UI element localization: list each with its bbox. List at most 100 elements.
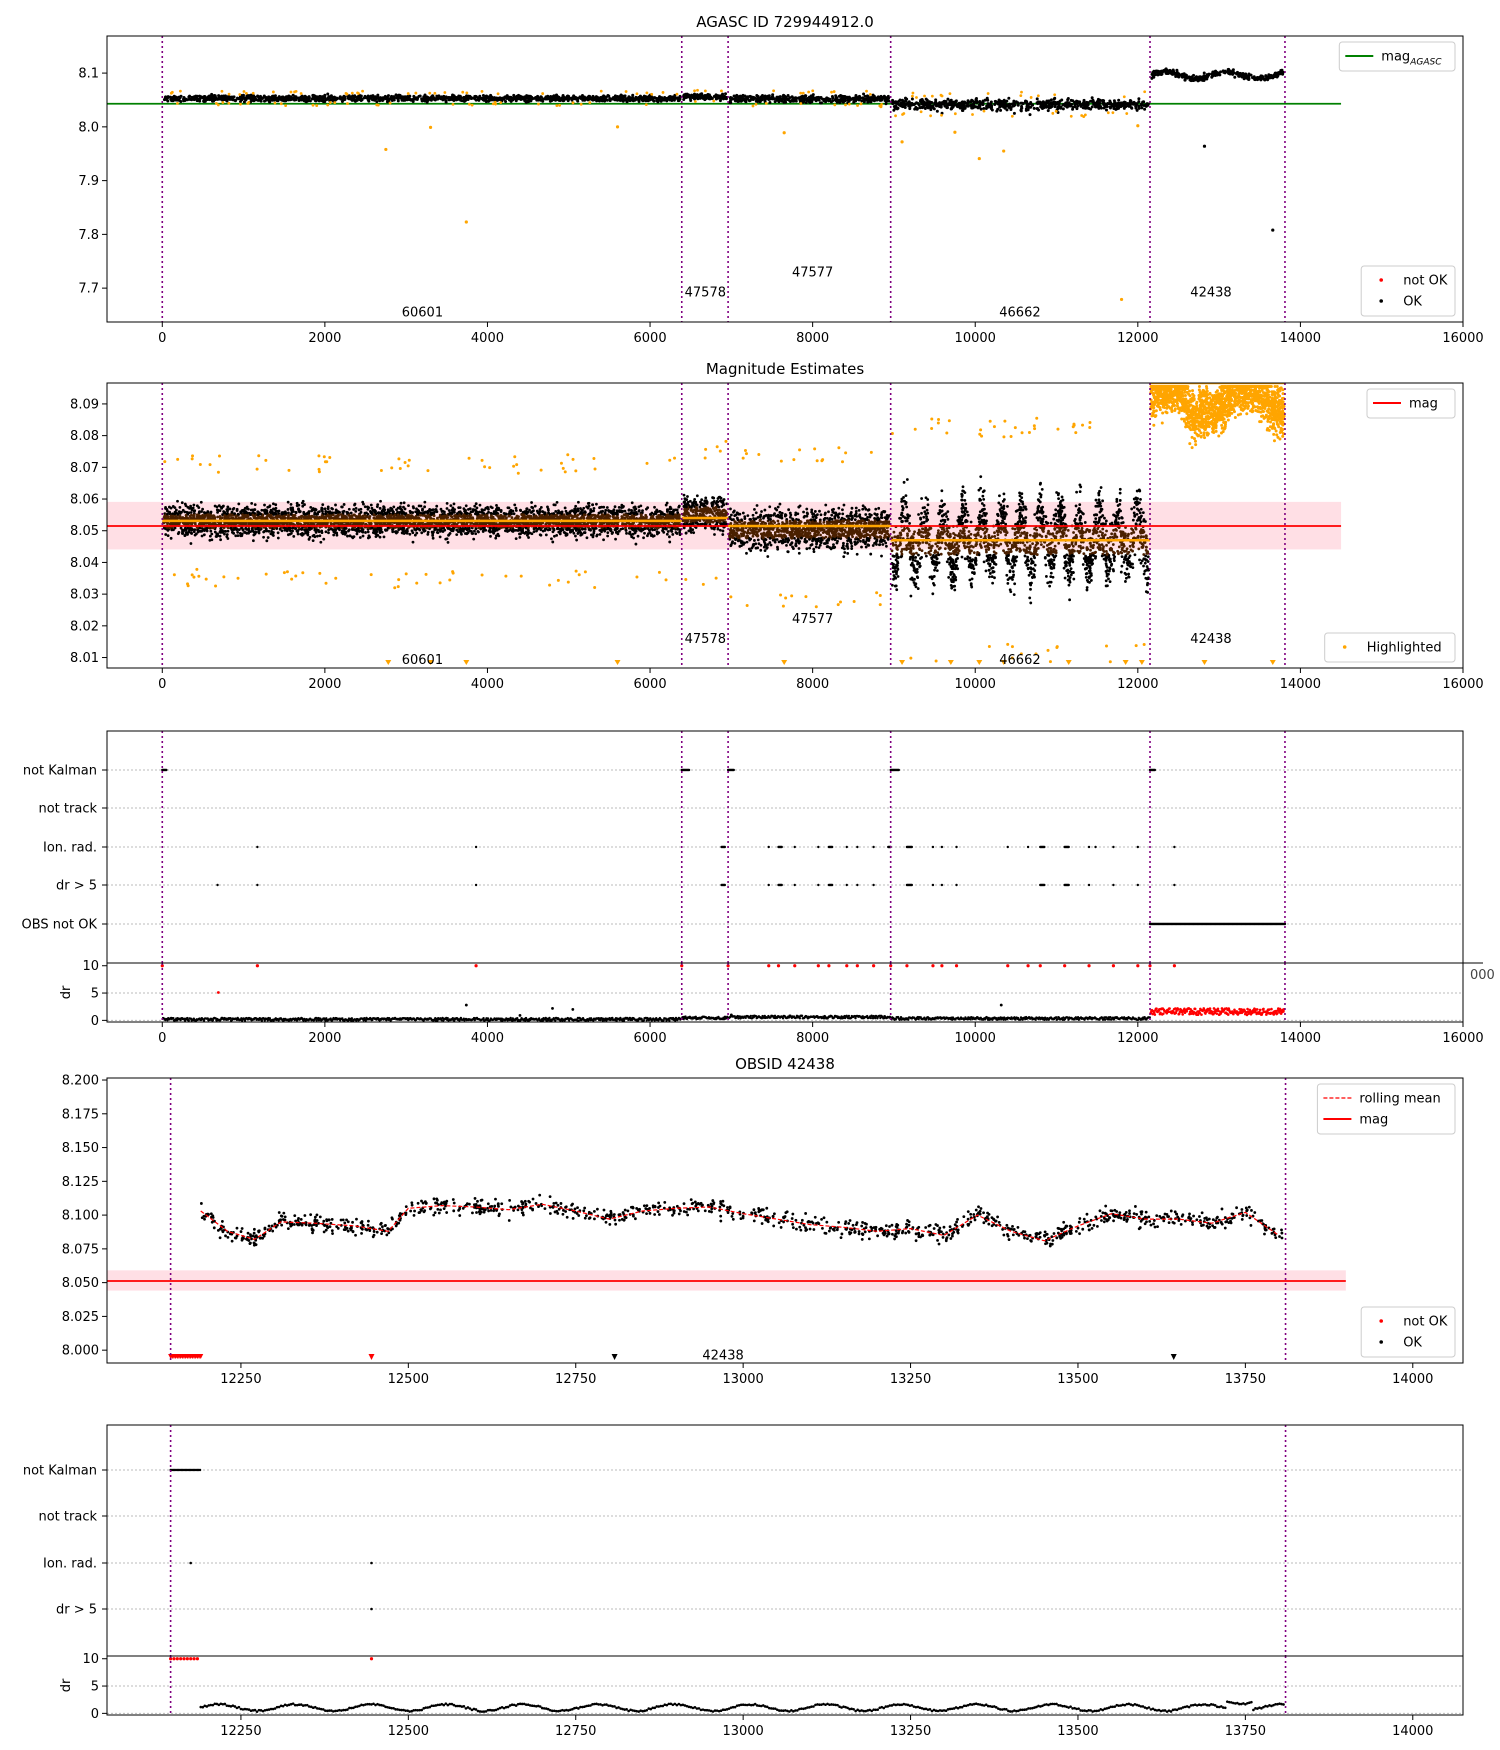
outlier-highlighted: [1136, 124, 1140, 128]
data-point-ok: [684, 92, 688, 96]
data-point-ok: [621, 99, 625, 103]
data-point-highlighted: [346, 102, 349, 105]
data-point-ok: [1152, 69, 1156, 73]
data-point-highlighted: [537, 102, 540, 106]
data-point-ok: [353, 94, 357, 98]
data-point-ok: [280, 97, 284, 101]
data-point-ok: [506, 506, 510, 510]
data-point-ok: [1030, 103, 1034, 107]
outlier-highlighted: [615, 125, 620, 129]
data-point-ok: [445, 502, 449, 505]
data-point-ok: [592, 506, 596, 510]
data-point-ok: [1221, 69, 1225, 73]
legend-dot-marker: [1379, 278, 1383, 282]
outlier-highlighted: [464, 220, 468, 224]
data-point-ok: [331, 96, 335, 100]
data-point-ok: [1066, 98, 1070, 102]
data-point-ok: [853, 96, 857, 100]
data-point-ok: [772, 97, 776, 101]
data-point-ok: [447, 95, 451, 99]
data-point-highlighted: [227, 101, 231, 105]
data-point-highlighted: [1053, 93, 1057, 97]
data-point-ok: [831, 96, 835, 100]
data-point-ok: [675, 508, 679, 512]
data-point-ok: [392, 95, 396, 99]
data-point-ok: [981, 103, 985, 107]
data-point-ok: [585, 536, 589, 540]
data-point-ok: [251, 94, 255, 98]
data-point-ok: [1135, 108, 1139, 112]
data-point-ok: [575, 97, 579, 101]
data-point-ok: [198, 94, 202, 98]
data-point-ok: [487, 95, 491, 99]
data-point-ok: [914, 105, 918, 109]
data-point-ok: [656, 100, 660, 104]
data-point-ok: [1089, 99, 1093, 103]
data-point-ok: [386, 99, 390, 103]
data-point-ok: [226, 505, 230, 509]
data-point-ok: [482, 97, 486, 101]
data-point-highlighted: [376, 103, 380, 107]
data-point-ok: [435, 504, 439, 508]
data-point-ok: [795, 96, 799, 100]
data-point-ok: [1118, 101, 1122, 105]
data-point-ok: [988, 105, 992, 109]
data-point-highlighted: [811, 89, 815, 93]
data-point-ok: [504, 100, 508, 104]
plot-area: [107, 383, 1342, 668]
data-point-ok: [326, 96, 330, 100]
data-point-ok: [312, 97, 316, 101]
data-point-ok: [262, 535, 265, 539]
data-point-ok: [408, 532, 412, 536]
data-point-ok: [1183, 78, 1187, 82]
data-point-ok: [1146, 103, 1150, 107]
data-point-ok: [1259, 74, 1263, 78]
data-point-ok: [1206, 74, 1210, 78]
legend-label: OK: [1403, 295, 1422, 310]
data-point-ok: [755, 94, 759, 98]
data-point-ok: [1275, 75, 1279, 79]
data-point-ok: [1278, 71, 1282, 75]
data-point-ok: [1235, 71, 1239, 75]
data-point-ok: [547, 96, 551, 100]
data-point-ok: [550, 537, 553, 541]
data-point-ok: [423, 505, 427, 509]
data-point-ok: [1104, 108, 1108, 112]
data-point-ok: [525, 96, 529, 100]
data-point-ok: [1053, 100, 1057, 104]
data-point-ok: [247, 96, 251, 100]
data-point-ok: [936, 102, 940, 106]
data-point-ok: [1102, 101, 1106, 105]
data-point-ok: [654, 96, 658, 100]
data-point-highlighted: [227, 92, 231, 96]
data-point-ok: [1137, 97, 1141, 101]
data-point-highlighted: [911, 91, 915, 95]
data-point-ok: [189, 542, 193, 545]
data-point-ok: [768, 97, 772, 101]
data-point-ok: [426, 96, 430, 100]
data-point-ok: [1050, 102, 1054, 106]
data-point-ok: [422, 97, 426, 101]
data-point-ok: [820, 101, 824, 105]
data-point-ok: [444, 95, 448, 99]
data-point-ok: [622, 96, 626, 100]
data-point-ok: [616, 94, 620, 98]
data-point-highlighted: [558, 103, 562, 107]
data-point-ok: [951, 104, 955, 108]
data-point-ok: [932, 107, 936, 111]
data-point-highlighted: [644, 103, 648, 107]
data-point-ok: [1170, 72, 1174, 76]
axes-frame: [106, 35, 1464, 323]
data-point-ok: [606, 93, 610, 97]
data-point-ok: [286, 500, 290, 504]
data-point-ok: [929, 108, 933, 112]
data-point-ok: [862, 92, 866, 96]
data-point-ok: [452, 97, 456, 101]
chart-title: AGASC ID 729944912.0: [696, 13, 874, 31]
data-point-ok: [652, 96, 656, 100]
data-point-highlighted: [588, 101, 592, 104]
data-point-ok: [182, 98, 186, 102]
data-point-ok: [268, 100, 272, 104]
data-point-highlighted: [480, 89, 484, 93]
data-point-ok: [332, 533, 336, 537]
